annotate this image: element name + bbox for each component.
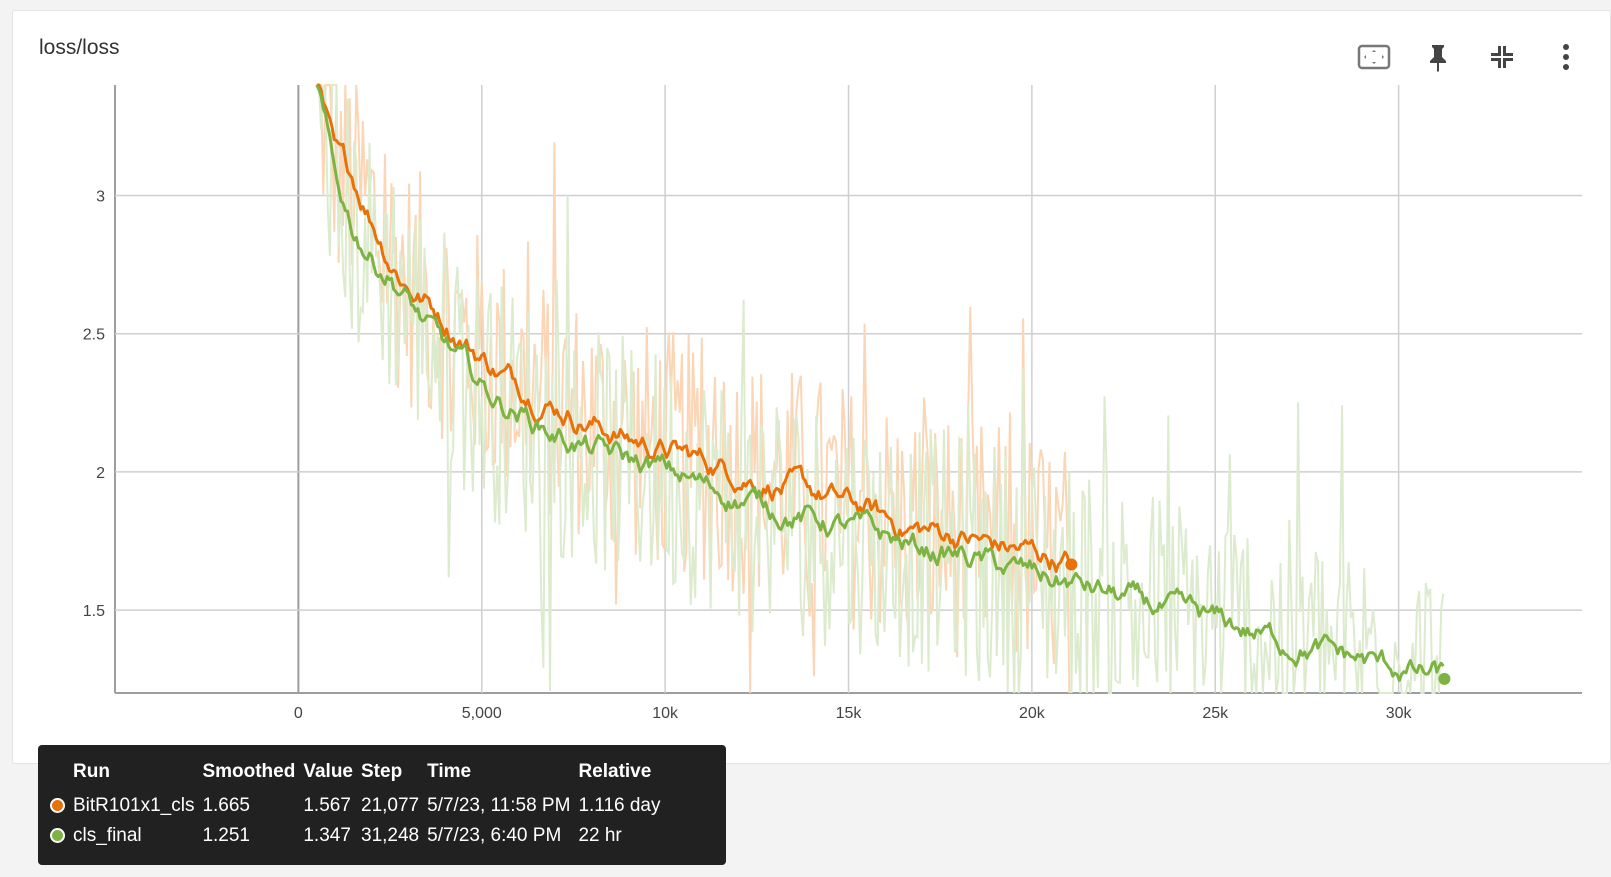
time-value: 5/7/23, 6:40 PM (427, 825, 562, 846)
chart-toolbar (1356, 39, 1584, 75)
tooltip-header-value: Value (303, 761, 353, 782)
raw-line-BitR101x1_cls (316, 84, 1071, 694)
raw-value: 1.567 (303, 795, 351, 816)
run-name: BitR101x1_cls (73, 795, 195, 816)
relative-value: 22 hr (578, 825, 622, 846)
tooltip-row: BitR101x1_cls 1.665 1.567 21,077 5/7/23,… (50, 791, 669, 821)
plot-area[interactable]: 0 5,000 10k 15k 20k 25k 30k 1.5 2 2.5 3 (0, 0, 1611, 745)
tooltip-header-step: Step (361, 761, 403, 782)
y-tick-label: 3 (96, 189, 105, 206)
x-tick-label: 10k (652, 705, 679, 722)
fit-domain-button[interactable] (1356, 39, 1392, 75)
smoothed-value: 1.251 (202, 825, 250, 846)
smoothed-value: 1.665 (202, 795, 250, 816)
tooltip-row: cls_final 1.251 1.347 31,248 5/7/23, 6:4… (50, 821, 669, 851)
smoothed-line-BitR101x1_cls (316, 83, 1071, 573)
tooltip-header-smoothed: Smoothed (202, 761, 296, 782)
chart-title: loss/loss (39, 36, 120, 59)
raw-line-cls_final (316, 84, 1445, 694)
y-axis-ticks: 1.5 2 2.5 3 (83, 189, 105, 621)
relative-value: 1.116 day (578, 795, 661, 816)
x-tick-label: 30k (1386, 705, 1413, 722)
x-tick-label: 5,000 (462, 705, 502, 722)
raw-value: 1.347 (303, 825, 351, 846)
smoothed-line-cls_final (315, 84, 1445, 682)
step-value: 21,077 (361, 795, 420, 816)
more-vert-icon (1563, 44, 1569, 70)
tooltip-table: Run Smoothed Value Step Time Relative Bi… (50, 759, 669, 851)
pin-icon (1430, 45, 1446, 72)
x-tick-label: 20k (1019, 705, 1046, 722)
y-tick-label: 2.5 (83, 327, 105, 344)
series-end-markers (1065, 558, 1451, 685)
smoothed-series (315, 83, 1445, 682)
tooltip-header-row: Run Smoothed Value Step Time Relative (50, 759, 669, 791)
tooltip-header-relative: Relative (578, 761, 652, 782)
time-value: 5/7/23, 11:58 PM (427, 795, 571, 816)
y-tick-label: 2 (96, 465, 105, 482)
hover-tooltip: Run Smoothed Value Step Time Relative Bi… (38, 745, 726, 865)
end-point-BitR101x1_cls (1065, 558, 1078, 571)
run-color-dot (50, 798, 65, 814)
step-value: 31,248 (361, 825, 420, 846)
tooltip-header-spacer (50, 759, 73, 791)
pin-button[interactable] (1420, 39, 1456, 75)
y-tick-label: 1.5 (83, 603, 105, 620)
run-color-dot (50, 828, 65, 844)
x-axis-ticks: 0 5,000 10k 15k 20k 25k 30k (294, 705, 1413, 722)
x-tick-label: 15k (836, 705, 863, 722)
run-name: cls_final (73, 825, 142, 846)
x-tick-label: 0 (294, 705, 303, 722)
tooltip-header-time: Time (427, 761, 472, 782)
end-point-cls_final (1438, 672, 1451, 685)
run-color-cell (50, 791, 73, 821)
line-chart[interactable]: 0 5,000 10k 15k 20k 25k 30k 1.5 2 2.5 3 (0, 0, 1611, 740)
raw-series (316, 84, 1445, 694)
run-color-cell (50, 821, 73, 851)
fit-domain-icon (1357, 44, 1391, 70)
x-tick-label: 25k (1202, 705, 1229, 722)
more-button[interactable] (1548, 39, 1584, 75)
tooltip-header-run: Run (73, 761, 110, 782)
